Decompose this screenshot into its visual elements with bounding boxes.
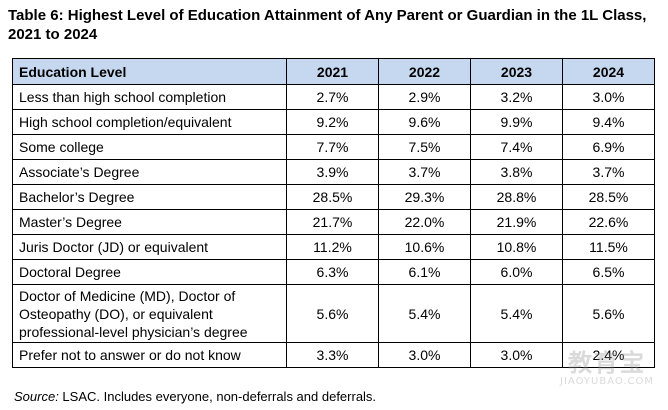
row-label: Some college <box>12 134 287 160</box>
cell-value: 10.8% <box>470 234 563 260</box>
column-header-2022: 2022 <box>378 58 471 85</box>
cell-value: 3.8% <box>470 159 563 185</box>
cell-value: 10.6% <box>378 234 471 260</box>
cell-value: 6.0% <box>470 259 563 285</box>
source-text: LSAC. Includes everyone, non-deferrals a… <box>58 389 377 404</box>
row-label: Prefer not to answer or do not know <box>12 342 287 368</box>
cell-value: 5.4% <box>470 284 563 343</box>
table-row: Juris Doctor (JD) or equivalent 11.2% 10… <box>12 234 655 260</box>
cell-value: 3.7% <box>378 159 471 185</box>
source-note: Source: LSAC. Includes everyone, non-def… <box>14 389 376 405</box>
cell-value: 7.4% <box>470 134 563 160</box>
cell-value: 28.5% <box>286 184 379 210</box>
cell-value: 28.5% <box>562 184 655 210</box>
cell-value: 11.5% <box>562 234 655 260</box>
cell-value: 22.0% <box>378 209 471 235</box>
row-label: Doctoral Degree <box>12 259 287 285</box>
cell-value: 6.9% <box>562 134 655 160</box>
cell-value: 3.3% <box>286 342 379 368</box>
column-header-education-level: Education Level <box>12 58 287 85</box>
row-label: Master’s Degree <box>12 209 287 235</box>
table-row: Master’s Degree 21.7% 22.0% 21.9% 22.6% <box>12 209 655 235</box>
cell-value: 9.2% <box>286 109 379 135</box>
table-row: Some college 7.7% 7.5% 7.4% 6.9% <box>12 134 655 160</box>
cell-value: 6.3% <box>286 259 379 285</box>
column-header-2023: 2023 <box>470 58 563 85</box>
cell-value: 29.3% <box>378 184 471 210</box>
cell-value: 3.7% <box>562 159 655 185</box>
cell-value: 5.6% <box>286 284 379 343</box>
table-row: Bachelor’s Degree 28.5% 29.3% 28.8% 28.5… <box>12 184 655 210</box>
cell-value: 5.4% <box>378 284 471 343</box>
cell-value: 2.4% <box>562 342 655 368</box>
cell-value: 3.0% <box>470 342 563 368</box>
cell-value: 21.7% <box>286 209 379 235</box>
cell-value: 3.2% <box>470 84 563 110</box>
cell-value: 6.5% <box>562 259 655 285</box>
cell-value: 6.1% <box>378 259 471 285</box>
table-header-row: Education Level 2021 2022 2023 2024 <box>12 58 655 85</box>
cell-value: 3.0% <box>378 342 471 368</box>
cell-value: 3.9% <box>286 159 379 185</box>
table-row: High school completion/equivalent 9.2% 9… <box>12 109 655 135</box>
cell-value: 9.4% <box>562 109 655 135</box>
cell-value: 21.9% <box>470 209 563 235</box>
table-row: Prefer not to answer or do not know 3.3%… <box>12 342 655 368</box>
education-table: Education Level 2021 2022 2023 2024 Less… <box>12 58 655 368</box>
row-label: Less than high school completion <box>12 84 287 110</box>
row-label: Juris Doctor (JD) or equivalent <box>12 234 287 260</box>
column-header-2024: 2024 <box>562 58 655 85</box>
column-header-2021: 2021 <box>286 58 379 85</box>
cell-value: 22.6% <box>562 209 655 235</box>
row-label: Doctor of Medicine (MD), Doctor of Osteo… <box>12 284 287 343</box>
table-row: Less than high school completion 2.7% 2.… <box>12 84 655 110</box>
cell-value: 5.6% <box>562 284 655 343</box>
table-row: Doctoral Degree 6.3% 6.1% 6.0% 6.5% <box>12 259 655 285</box>
cell-value: 3.0% <box>562 84 655 110</box>
source-label: Source: <box>14 389 59 404</box>
row-label: High school completion/equivalent <box>12 109 287 135</box>
row-label: Bachelor’s Degree <box>12 184 287 210</box>
cell-value: 9.6% <box>378 109 471 135</box>
cell-value: 11.2% <box>286 234 379 260</box>
watermark-sub-text: JIAOYUBAO.COM <box>560 376 654 387</box>
cell-value: 2.7% <box>286 84 379 110</box>
row-label: Associate’s Degree <box>12 159 287 185</box>
cell-value: 9.9% <box>470 109 563 135</box>
table-row: Doctor of Medicine (MD), Doctor of Osteo… <box>12 284 655 343</box>
cell-value: 7.7% <box>286 134 379 160</box>
table-row: Associate’s Degree 3.9% 3.7% 3.8% 3.7% <box>12 159 655 185</box>
table-title: Table 6: Highest Level of Education Atta… <box>8 7 647 43</box>
cell-value: 7.5% <box>378 134 471 160</box>
cell-value: 2.9% <box>378 84 471 110</box>
cell-value: 28.8% <box>470 184 563 210</box>
